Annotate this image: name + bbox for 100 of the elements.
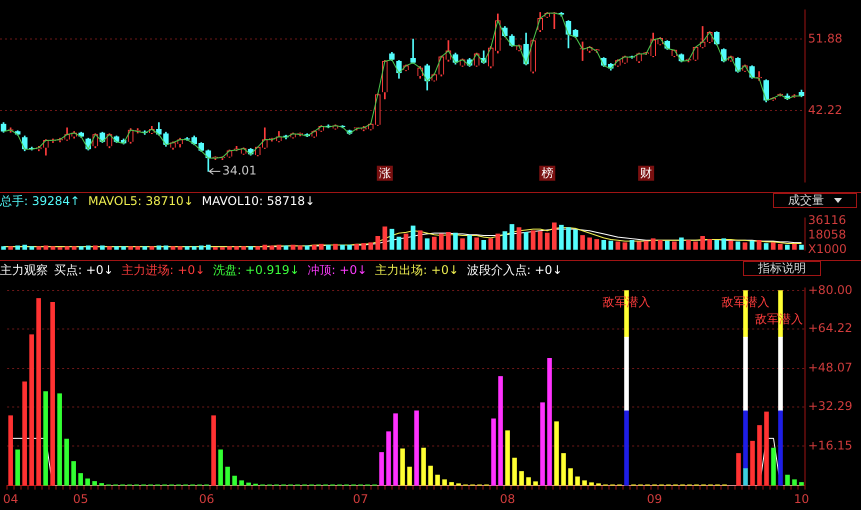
bar bbox=[707, 239, 712, 250]
bar bbox=[22, 381, 27, 486]
bar bbox=[524, 232, 528, 250]
bar bbox=[502, 231, 508, 250]
text: 成交量 bbox=[788, 193, 824, 207]
bar bbox=[750, 440, 755, 486]
bar bbox=[239, 480, 244, 486]
bar bbox=[347, 244, 352, 250]
bar bbox=[530, 230, 536, 250]
bar bbox=[799, 244, 804, 250]
bar bbox=[778, 244, 783, 250]
chart-title: 主力观察 bbox=[0, 263, 48, 277]
bar bbox=[547, 358, 552, 486]
bar bbox=[375, 236, 380, 250]
bar bbox=[446, 232, 451, 250]
bar bbox=[407, 466, 412, 486]
bar bbox=[361, 243, 366, 250]
bar bbox=[467, 235, 472, 250]
bar bbox=[679, 238, 684, 250]
bar bbox=[379, 452, 384, 486]
bar bbox=[29, 334, 34, 486]
bar bbox=[435, 474, 440, 486]
bar bbox=[71, 461, 76, 486]
bar bbox=[700, 236, 705, 250]
bar bbox=[496, 234, 500, 250]
y-tick-label: X1000 bbox=[808, 242, 847, 256]
bar bbox=[792, 479, 797, 486]
bar bbox=[50, 246, 56, 250]
bar bbox=[78, 473, 83, 486]
bar bbox=[262, 244, 268, 250]
bar bbox=[526, 477, 531, 486]
bar bbox=[488, 238, 494, 250]
bar bbox=[304, 246, 310, 250]
bar bbox=[57, 393, 62, 486]
bar bbox=[211, 415, 216, 486]
bar bbox=[439, 234, 444, 250]
bar bbox=[326, 244, 331, 250]
bar bbox=[743, 410, 748, 469]
bar bbox=[44, 246, 48, 250]
bar bbox=[58, 247, 62, 250]
bar bbox=[544, 232, 550, 250]
bar bbox=[622, 242, 628, 250]
bar bbox=[114, 246, 119, 250]
bar bbox=[519, 471, 524, 486]
bar bbox=[764, 243, 768, 250]
text: MAVOL10: 58718↓ bbox=[202, 194, 316, 208]
bar bbox=[290, 244, 296, 250]
x-tick-label: 涨 bbox=[378, 166, 391, 180]
bar bbox=[474, 238, 479, 250]
x-tick-label: 09 bbox=[646, 492, 662, 506]
bar bbox=[778, 336, 783, 412]
bar bbox=[785, 474, 790, 486]
bar bbox=[481, 240, 486, 250]
bar bbox=[85, 478, 90, 486]
bar bbox=[276, 244, 282, 250]
bar bbox=[86, 246, 91, 250]
bar bbox=[552, 222, 557, 250]
bar bbox=[756, 240, 762, 250]
bar bbox=[340, 244, 345, 250]
bar bbox=[218, 449, 223, 486]
bar bbox=[449, 482, 454, 486]
bar bbox=[505, 430, 510, 486]
bar bbox=[414, 410, 419, 486]
y-tick-label: 36116 bbox=[808, 213, 846, 228]
bar bbox=[396, 236, 402, 250]
bar bbox=[743, 336, 748, 412]
bar bbox=[594, 239, 600, 250]
bar bbox=[764, 412, 769, 486]
bar bbox=[568, 468, 573, 486]
bar bbox=[792, 244, 797, 250]
y-tick-label: +64.22 bbox=[808, 321, 852, 336]
bar bbox=[650, 238, 656, 250]
bar bbox=[43, 391, 48, 486]
bar bbox=[270, 246, 274, 250]
bar bbox=[736, 242, 740, 250]
bar bbox=[644, 240, 648, 250]
bar bbox=[573, 230, 578, 250]
x-tick-label: 08 bbox=[500, 492, 516, 506]
text: 买点: +0↓ bbox=[54, 263, 114, 277]
bar bbox=[418, 230, 422, 250]
bar bbox=[533, 481, 538, 486]
bar bbox=[589, 482, 594, 486]
text: 主力出场: +0↓ bbox=[375, 263, 459, 277]
bar bbox=[232, 476, 237, 486]
bar bbox=[227, 246, 232, 250]
bar bbox=[728, 240, 734, 250]
bar bbox=[516, 227, 522, 250]
bar bbox=[636, 242, 642, 250]
bar bbox=[743, 468, 748, 486]
bar bbox=[559, 224, 564, 250]
bar bbox=[121, 246, 126, 250]
bar bbox=[582, 480, 587, 486]
y-tick-label: 42.22 bbox=[808, 102, 842, 117]
bar bbox=[36, 298, 41, 486]
bar bbox=[198, 246, 204, 250]
bar bbox=[64, 438, 69, 486]
bar bbox=[601, 240, 606, 250]
bar bbox=[498, 376, 503, 486]
bar bbox=[785, 244, 790, 250]
x-tick-label: 06 bbox=[198, 492, 214, 506]
